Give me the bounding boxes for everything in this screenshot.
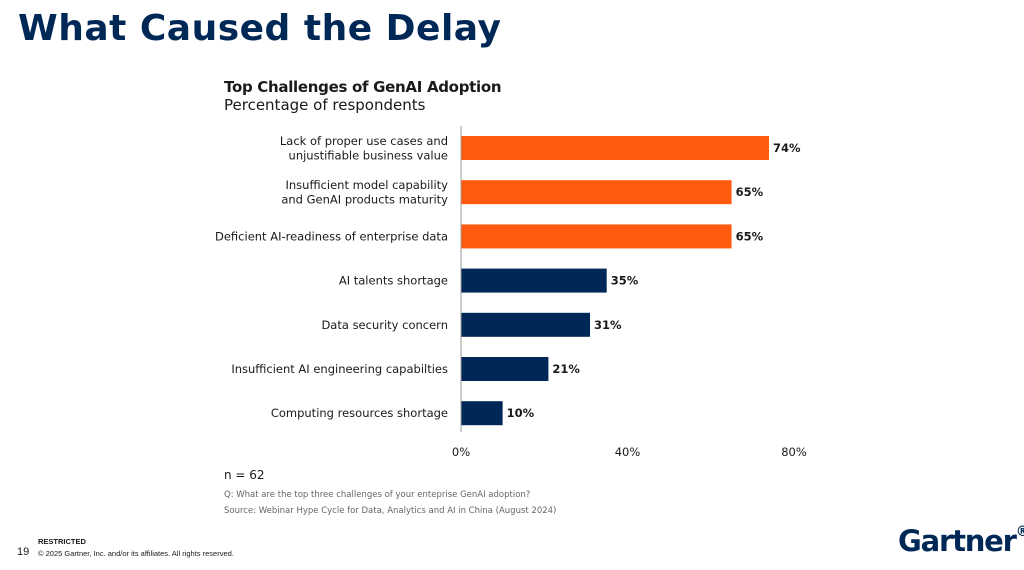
x-tick-label: 40% <box>615 445 641 459</box>
bar-value-label: 10% <box>507 406 535 420</box>
category-label: and GenAI products maturity <box>281 192 448 206</box>
restricted-label: RESTRICTED <box>38 537 86 546</box>
survey-question: Q: What are the top three challenges of … <box>224 490 531 500</box>
category-label: Computing resources shortage <box>271 406 448 420</box>
category-label: AI talents shortage <box>339 274 448 288</box>
category-label: Insufficient model capability <box>285 178 448 192</box>
bar <box>461 401 503 426</box>
sample-size: n = 62 <box>224 468 265 482</box>
category-label: Deficient AI-readiness of enterprise dat… <box>215 229 448 243</box>
logo-text: Gartner <box>898 524 1017 558</box>
bar-value-label: 31% <box>594 318 622 332</box>
page-number: 19 <box>17 546 30 558</box>
bar <box>461 357 549 381</box>
bar-value-label: 35% <box>611 274 639 288</box>
logo-mark: ® <box>1015 524 1024 540</box>
bar <box>461 136 770 160</box>
gartner-logo: Gartner® <box>898 524 1024 558</box>
category-label: Insufficient AI engineering capabilties <box>231 362 448 376</box>
bar <box>461 180 732 205</box>
source-note: Source: Webinar Hype Cycle for Data, Ana… <box>224 506 557 516</box>
bar-value-label: 21% <box>552 362 580 376</box>
bar <box>461 268 607 293</box>
chart-subtitle: Percentage of respondents <box>224 96 426 114</box>
category-label: Lack of proper use cases and <box>280 134 448 148</box>
x-tick-label: 80% <box>781 445 807 459</box>
slide-title: What Caused the Delay <box>18 8 502 49</box>
category-label: unjustifiable business value <box>289 148 448 162</box>
copyright-text: © 2025 Gartner, Inc. and/or its affiliat… <box>38 549 234 558</box>
bar <box>461 224 732 249</box>
x-tick-label: 0% <box>452 445 470 459</box>
bar <box>461 312 591 337</box>
category-label: Data security concern <box>321 318 448 332</box>
bar-value-label: 65% <box>736 185 764 199</box>
chart-title: Top Challenges of GenAI Adoption <box>224 78 502 96</box>
bar-value-label: 65% <box>736 229 764 243</box>
bar-value-label: 74% <box>773 141 801 155</box>
